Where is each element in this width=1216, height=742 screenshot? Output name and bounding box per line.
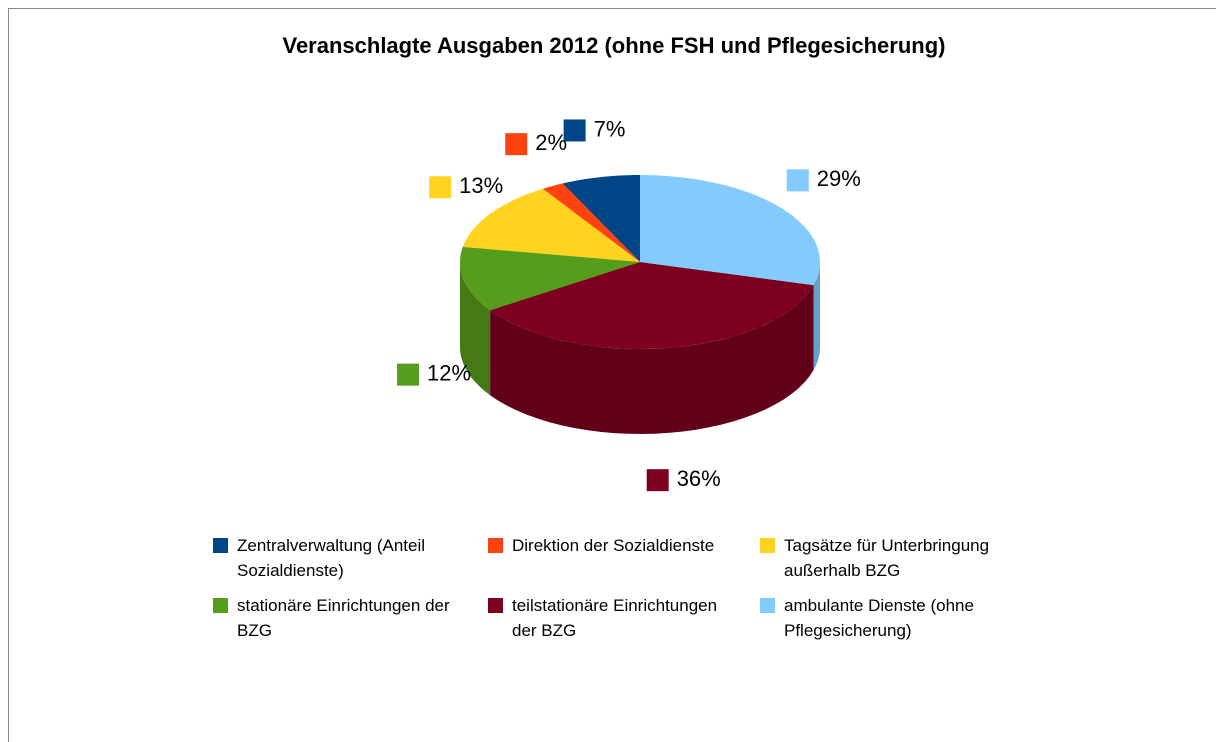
slice (640, 175, 820, 286)
data-label: 7% (594, 116, 626, 141)
label-swatch (563, 119, 586, 142)
legend-label: stationäre Einrichtungen der BZG (237, 596, 450, 640)
legend-item: teilstationäre Einrichtungen der BZG (488, 593, 728, 643)
sides (460, 262, 820, 434)
legend-swatch (488, 598, 503, 613)
legend-item: stationäre Einrichtungen der BZG (213, 593, 453, 643)
legend-label: Tagsätze für Unterbringung außerhalb BZG (784, 536, 990, 580)
label-swatch (646, 469, 669, 492)
slice (490, 262, 814, 349)
slice-side (490, 285, 814, 434)
legend-label: ambulante Dienste (ohne Pflegesicherung) (784, 596, 974, 640)
slice (542, 183, 640, 262)
legend-item: ambulante Dienste (ohne Pflegesicherung) (760, 593, 1000, 643)
legend-swatch (760, 538, 775, 553)
tops (460, 175, 820, 349)
legend-label: Zentralverwaltung (Anteil Sozialdienste) (237, 536, 426, 580)
slice-side (460, 262, 491, 396)
label-swatch (786, 169, 809, 192)
data-label: 2% (535, 130, 567, 155)
legend-label: Direktion der Sozialdienste (512, 536, 715, 555)
data-label: 36% (677, 466, 721, 491)
legend-item: Direktion der Sozialdienste (488, 533, 728, 558)
legend-label: teilstationäre Einrichtungen der BZG (512, 596, 718, 640)
data-label: 29% (817, 166, 861, 191)
legend-swatch (488, 538, 503, 553)
legend-item: Zentralverwaltung (Anteil Sozialdienste) (213, 533, 453, 583)
data-label: 12% (427, 360, 471, 385)
legend-swatch (213, 598, 228, 613)
slice (462, 188, 640, 262)
label-swatch (397, 363, 420, 386)
frame (8, 8, 1216, 742)
slice-side (813, 262, 820, 371)
data-label: 13% (459, 173, 503, 198)
legend-swatch (213, 538, 228, 553)
slice (562, 175, 640, 262)
label-swatch (505, 133, 528, 156)
slice (460, 246, 640, 311)
label-swatch (429, 176, 452, 199)
legend-swatch (760, 598, 775, 613)
chart-title: Veranschlagte Ausgaben 2012 (ohne FSH un… (282, 33, 945, 58)
legend-item: Tagsätze für Unterbringung außerhalb BZG (760, 533, 1000, 583)
